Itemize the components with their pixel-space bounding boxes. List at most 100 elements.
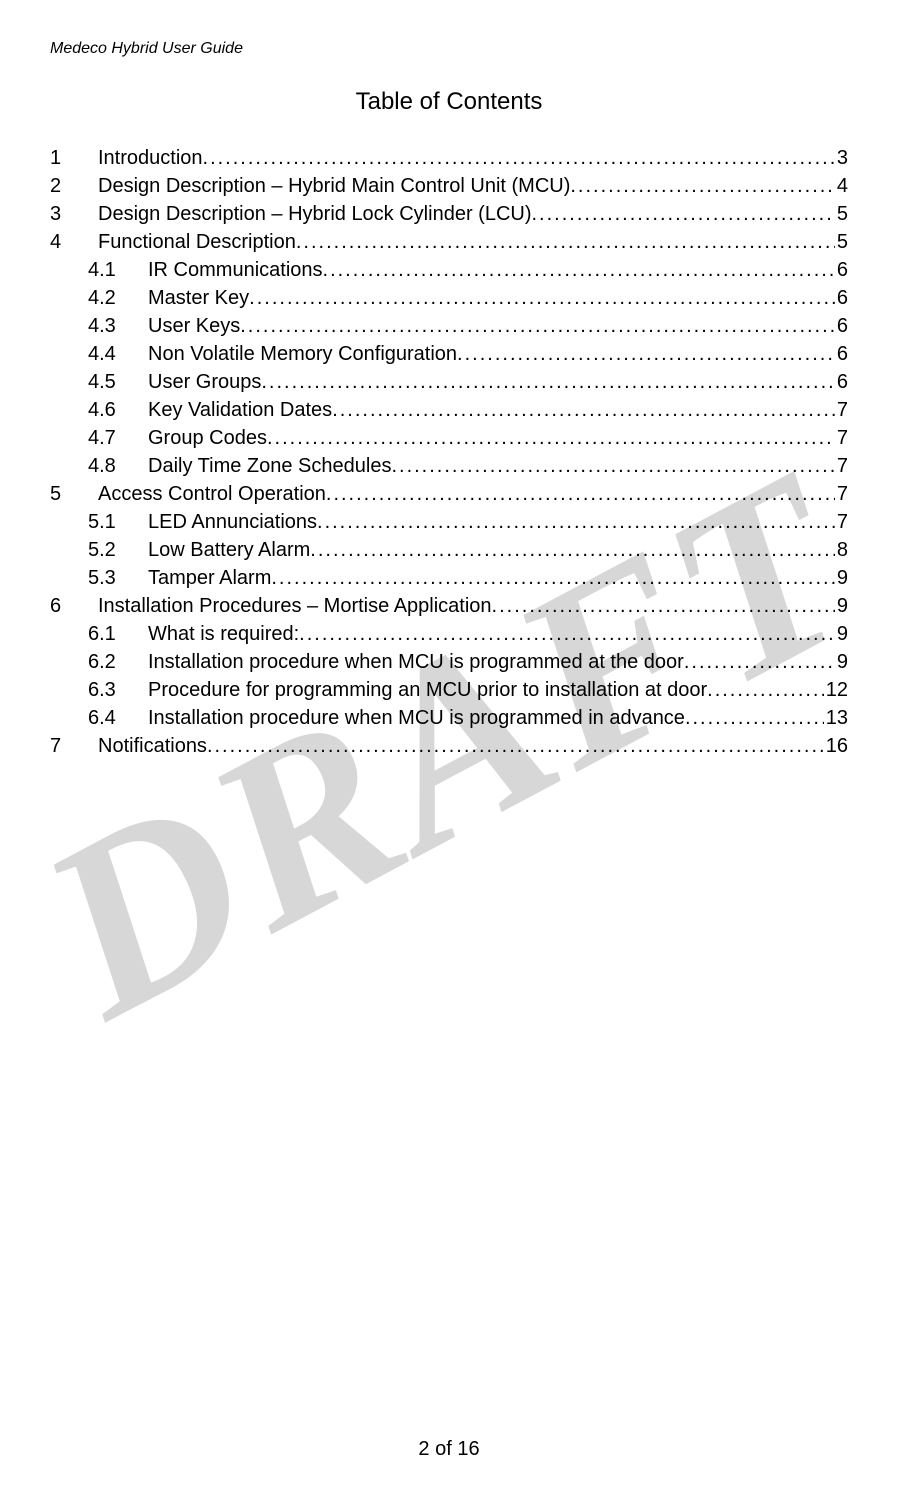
toc-entry[interactable]: 6Installation Procedures – Mortise Appli… <box>50 592 848 620</box>
toc-entry[interactable]: 5.1LED Annunciations 7 <box>50 508 848 536</box>
toc-entry-number: 5.3 <box>88 564 148 592</box>
toc-leader-dots <box>326 480 835 508</box>
toc-entry-label: Functional Description <box>98 228 296 256</box>
toc-leader-dots <box>203 144 835 172</box>
toc-entry[interactable]: 5.2Low Battery Alarm8 <box>50 536 848 564</box>
toc-entry-number: 4.3 <box>88 312 148 340</box>
toc-entry[interactable]: 6.1What is required: 9 <box>50 620 848 648</box>
toc-entry-label: What is required: <box>148 620 299 648</box>
toc-leader-dots <box>207 732 824 760</box>
toc-entry-number: 4.4 <box>88 340 148 368</box>
toc-entry-number: 6.4 <box>88 704 148 732</box>
toc-entry[interactable]: 6.2Installation procedure when MCU is pr… <box>50 648 848 676</box>
toc-leader-dots <box>570 172 835 200</box>
toc-entry-page: 7 <box>835 452 848 480</box>
toc-entry-number: 1 <box>50 144 98 172</box>
toc-leader-dots <box>249 284 835 312</box>
page-container: Medeco Hybrid User Guide Table of Conten… <box>0 0 898 1491</box>
toc-entry-page: 7 <box>835 508 848 536</box>
toc-entry[interactable]: 4.5User Groups6 <box>50 368 848 396</box>
toc-entry-page: 16 <box>824 732 848 760</box>
toc-entry-number: 2 <box>50 172 98 200</box>
toc-entry-page: 9 <box>835 620 848 648</box>
toc-leader-dots <box>240 312 835 340</box>
toc-entry-page: 6 <box>835 340 848 368</box>
toc-entry[interactable]: 4.2Master Key6 <box>50 284 848 312</box>
toc-entry-number: 6.1 <box>88 620 148 648</box>
toc-entry[interactable]: 6.3Procedure for programming an MCU prio… <box>50 676 848 704</box>
toc-entry-label: Introduction <box>98 144 203 172</box>
toc-entry-number: 6.2 <box>88 648 148 676</box>
toc-entry-number: 5.1 <box>88 508 148 536</box>
toc-entry-number: 3 <box>50 200 98 228</box>
toc-title: Table of Contents <box>50 88 848 116</box>
toc-entry-number: 4.6 <box>88 396 148 424</box>
toc-entry-label: LED Annunciations <box>148 508 317 536</box>
table-of-contents: 1Introduction32Design Description – Hybr… <box>50 144 848 760</box>
toc-entry-number: 5.2 <box>88 536 148 564</box>
toc-entry-page: 4 <box>835 172 848 200</box>
toc-entry[interactable]: 6.4Installation procedure when MCU is pr… <box>50 704 848 732</box>
toc-leader-dots <box>296 228 835 256</box>
toc-leader-dots <box>492 592 835 620</box>
toc-entry-label: Design Description – Hybrid Main Control… <box>98 172 570 200</box>
toc-entry-page: 9 <box>835 592 848 620</box>
toc-entry-page: 3 <box>835 144 848 172</box>
toc-entry[interactable]: 4.3User Keys 6 <box>50 312 848 340</box>
toc-entry[interactable]: 4.7Group Codes7 <box>50 424 848 452</box>
toc-leader-dots <box>310 536 835 564</box>
toc-entry[interactable]: 4.1IR Communications6 <box>50 256 848 284</box>
toc-entry-label: Installation procedure when MCU is progr… <box>148 648 684 676</box>
toc-entry-page: 12 <box>824 676 848 704</box>
toc-entry-page: 6 <box>835 312 848 340</box>
toc-leader-dots <box>332 396 835 424</box>
toc-entry-label: Design Description – Hybrid Lock Cylinde… <box>98 200 532 228</box>
toc-entry-label: User Keys <box>148 312 240 340</box>
toc-entry-page: 7 <box>835 480 848 508</box>
toc-entry[interactable]: 5.3Tamper Alarm 9 <box>50 564 848 592</box>
toc-entry-page: 7 <box>835 396 848 424</box>
toc-entry-number: 6 <box>50 592 98 620</box>
toc-leader-dots <box>391 452 834 480</box>
toc-entry-page: 5 <box>835 228 848 256</box>
toc-entry[interactable]: 4.4Non Volatile Memory Configuration 6 <box>50 340 848 368</box>
toc-entry-page: 13 <box>824 704 848 732</box>
toc-entry-page: 5 <box>835 200 848 228</box>
toc-entry-label: Group Codes <box>148 424 267 452</box>
toc-leader-dots <box>261 368 835 396</box>
toc-entry-number: 4 <box>50 228 98 256</box>
page-footer: 2 of 16 <box>0 1438 898 1461</box>
toc-entry-number: 6.3 <box>88 676 148 704</box>
toc-entry-page: 7 <box>835 424 848 452</box>
toc-entry-page: 6 <box>835 284 848 312</box>
toc-entry-number: 4.1 <box>88 256 148 284</box>
toc-entry-label: User Groups <box>148 368 261 396</box>
toc-entry-label: Access Control Operation <box>98 480 326 508</box>
toc-entry-label: Non Volatile Memory Configuration <box>148 340 457 368</box>
toc-entry-page: 9 <box>835 564 848 592</box>
toc-leader-dots <box>532 200 835 228</box>
toc-entry[interactable]: 7Notifications16 <box>50 732 848 760</box>
toc-entry-number: 4.8 <box>88 452 148 480</box>
toc-leader-dots <box>323 256 835 284</box>
toc-entry[interactable]: 4.6Key Validation Dates7 <box>50 396 848 424</box>
toc-entry-page: 6 <box>835 368 848 396</box>
toc-leader-dots <box>299 620 835 648</box>
toc-entry-label: Master Key <box>148 284 249 312</box>
toc-entry[interactable]: 4Functional Description 5 <box>50 228 848 256</box>
toc-entry-label: IR Communications <box>148 256 323 284</box>
toc-leader-dots <box>457 340 835 368</box>
toc-entry[interactable]: 5Access Control Operation7 <box>50 480 848 508</box>
toc-entry[interactable]: 3Design Description – Hybrid Lock Cylind… <box>50 200 848 228</box>
toc-entry-label: Procedure for programming an MCU prior t… <box>148 676 707 704</box>
toc-leader-dots <box>685 704 824 732</box>
toc-leader-dots <box>684 648 835 676</box>
toc-entry[interactable]: 2Design Description – Hybrid Main Contro… <box>50 172 848 200</box>
document-header: Medeco Hybrid User Guide <box>50 40 848 58</box>
toc-entry-page: 8 <box>835 536 848 564</box>
toc-entry[interactable]: 4.8Daily Time Zone Schedules7 <box>50 452 848 480</box>
toc-leader-dots <box>707 676 824 704</box>
toc-entry-label: Tamper Alarm <box>148 564 271 592</box>
toc-entry-label: Notifications <box>98 732 207 760</box>
toc-entry[interactable]: 1Introduction 3 <box>50 144 848 172</box>
